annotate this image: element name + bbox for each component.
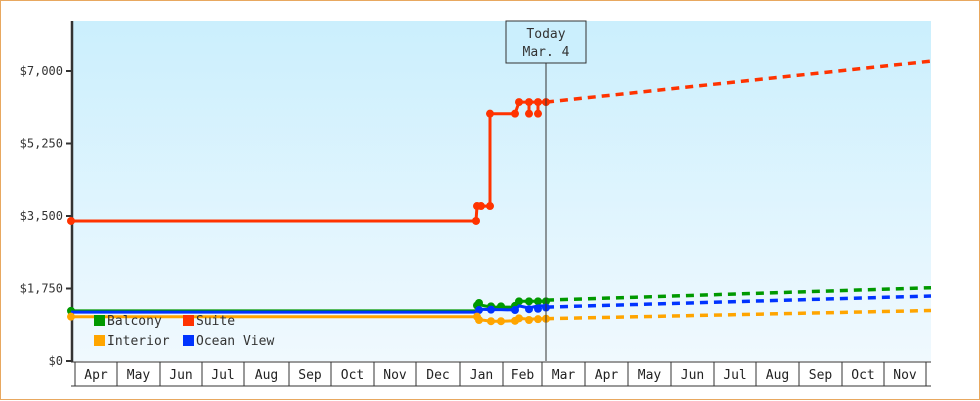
today-date: Mar. 4 [523, 45, 570, 60]
x-month-label: Sep [298, 368, 322, 383]
x-month-label: Mar [552, 368, 576, 383]
y-axis: $0 $1,750 $3,500 $5,250 $7,000 [20, 21, 74, 368]
y-tick-label: $3,500 [20, 209, 63, 223]
legend-item-suite: Suite [183, 314, 235, 329]
x-month-label: Apr [84, 368, 108, 383]
legend-swatch [94, 335, 105, 346]
legend-item-interior: Interior [94, 334, 170, 349]
x-month-label: Oct [851, 368, 874, 383]
today-label: Today [526, 27, 565, 42]
x-month-label: Jan [470, 368, 493, 383]
series-ocean-view [71, 294, 932, 315]
x-month-label: Aug [766, 368, 789, 383]
x-month-label: Apr [595, 368, 619, 383]
x-month-label: May [127, 368, 151, 383]
x-month-label: May [638, 368, 662, 383]
series-interior [67, 308, 932, 326]
x-month-label: Nov [383, 368, 407, 383]
series-suite [67, 59, 932, 225]
x-month-label: Oct [341, 368, 364, 383]
x-month-label: Sep [809, 368, 833, 383]
legend-item-ocean-view: Ocean View [183, 334, 274, 349]
y-tick-label: $5,250 [20, 137, 63, 151]
legend-swatch [94, 315, 105, 326]
y-tick-label: $7,000 [20, 64, 63, 78]
x-month-label: Feb [511, 368, 535, 383]
legend-item-balcony: Balcony [94, 314, 162, 329]
legend-label: Balcony [107, 314, 162, 329]
series-lines [67, 59, 932, 326]
x-month-label: Jun [169, 368, 192, 383]
x-month-label: Dec [426, 368, 449, 383]
x-month-label: Nov [893, 368, 917, 383]
x-month-label: Aug [255, 368, 278, 383]
legend: Balcony Suite Interior Ocean View [94, 314, 274, 349]
x-axis: Apr May Jun Jul Aug Sep Oct Nov Dec Jan Feb Mar Apr M… [71, 361, 931, 387]
x-month-label: Jul [723, 368, 746, 383]
x-month-label: Jun [681, 368, 704, 383]
legend-swatch [183, 315, 194, 326]
legend-swatch [183, 335, 194, 346]
legend-label: Ocean View [196, 334, 274, 349]
today-marker: Today Mar. 4 [505, 20, 587, 361]
x-month-label: Jul [211, 368, 234, 383]
legend-label: Interior [107, 334, 170, 349]
y-tick-label: $0 [49, 354, 63, 368]
legend-label: Suite [196, 314, 235, 329]
y-tick-label: $1,750 [20, 282, 63, 296]
